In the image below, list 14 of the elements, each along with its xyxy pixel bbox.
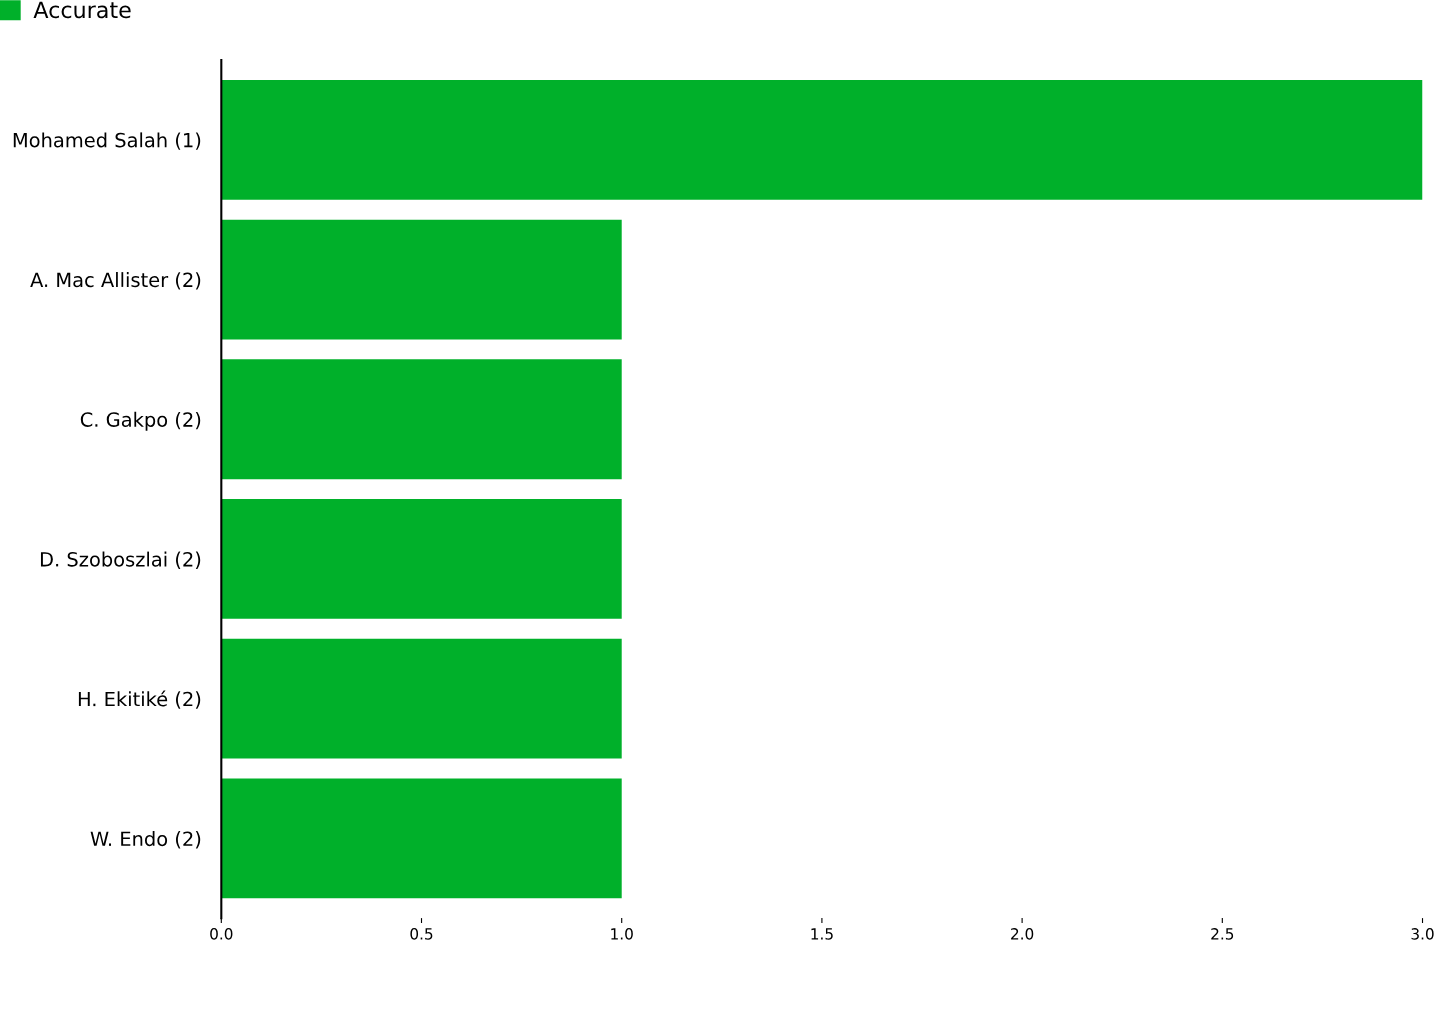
x-tick-label: 3.0 [1411, 928, 1434, 940]
x-tick-label: 1.5 [811, 928, 833, 940]
y-tick-label: Mohamed Salah (1) [13, 132, 201, 150]
y-tick-label: A. Mac Allister (2) [30, 272, 201, 290]
y-tick-label: H. Ekitiké (2) [78, 690, 201, 709]
y-tick-label: D. Szoboszlai (2) [40, 551, 201, 569]
x-tick-label: 1.0 [611, 928, 633, 940]
x-tick-label: 2.0 [1011, 928, 1034, 940]
y-tick-label: W. Endo (2) [90, 831, 201, 849]
legend-label: Accurate [33, 1, 131, 19]
y-tick-label: C. Gakpo (2) [80, 411, 201, 431]
x-tick-label: 2.5 [1211, 928, 1234, 940]
x-tick-label: 0.0 [210, 928, 233, 940]
x-tick-label: 0.5 [410, 928, 433, 940]
